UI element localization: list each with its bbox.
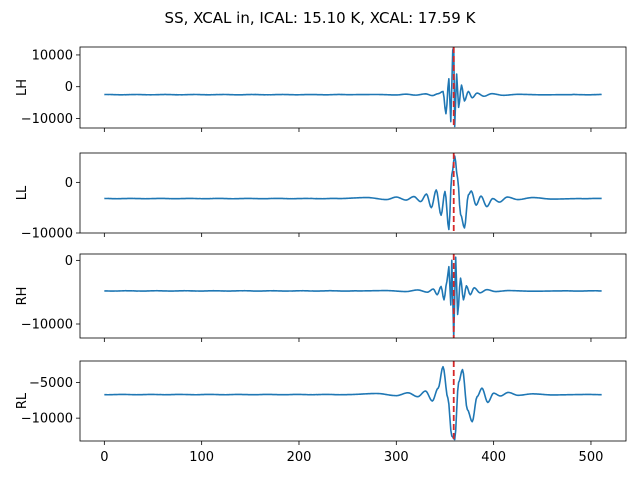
axes-frame bbox=[79, 253, 627, 339]
panel-rh: 0 −10000 RH bbox=[15, 253, 627, 342]
x-tick-label: 500 bbox=[579, 450, 604, 465]
y-axis-label: RH bbox=[15, 287, 30, 306]
y-tick-label: −10000 bbox=[21, 412, 73, 427]
y-tick-label: 10000 bbox=[32, 48, 73, 63]
y-axis-label: LH bbox=[15, 79, 30, 96]
y-tick-label: −10000 bbox=[21, 227, 73, 242]
axes-frame bbox=[79, 152, 627, 234]
y-tick-label: 0 bbox=[65, 80, 73, 95]
axes-frame bbox=[79, 360, 627, 442]
panel-rl: −5000 −10000 RL 0 100 200 300 400 500 bbox=[15, 360, 627, 465]
y-tick-label: 0 bbox=[65, 254, 73, 269]
panel-ll: 0 −10000 LL bbox=[15, 152, 627, 242]
series-line bbox=[104, 365, 602, 441]
series-line bbox=[104, 155, 602, 231]
y-tick-label: −5000 bbox=[29, 376, 73, 391]
figure-title: SS, XCAL in, ICAL: 15.10 K, XCAL: 17.59 … bbox=[165, 9, 477, 27]
y-tick-label: −10000 bbox=[21, 318, 73, 333]
panel-lh: 10000 0 −10000 LH bbox=[15, 46, 627, 132]
y-axis-label: LL bbox=[15, 185, 30, 200]
x-tick-label: 300 bbox=[384, 450, 409, 465]
x-tick-label: 400 bbox=[481, 450, 506, 465]
x-tick-label: 200 bbox=[287, 450, 312, 465]
x-tick-label: 100 bbox=[189, 450, 214, 465]
axes-frame bbox=[79, 46, 627, 129]
series-line bbox=[104, 47, 602, 128]
x-tick-label: 0 bbox=[100, 450, 108, 465]
y-axis-label: RL bbox=[15, 392, 30, 409]
series-line bbox=[104, 256, 602, 338]
y-tick-label: 0 bbox=[65, 176, 73, 191]
y-tick-label: −10000 bbox=[21, 112, 73, 127]
